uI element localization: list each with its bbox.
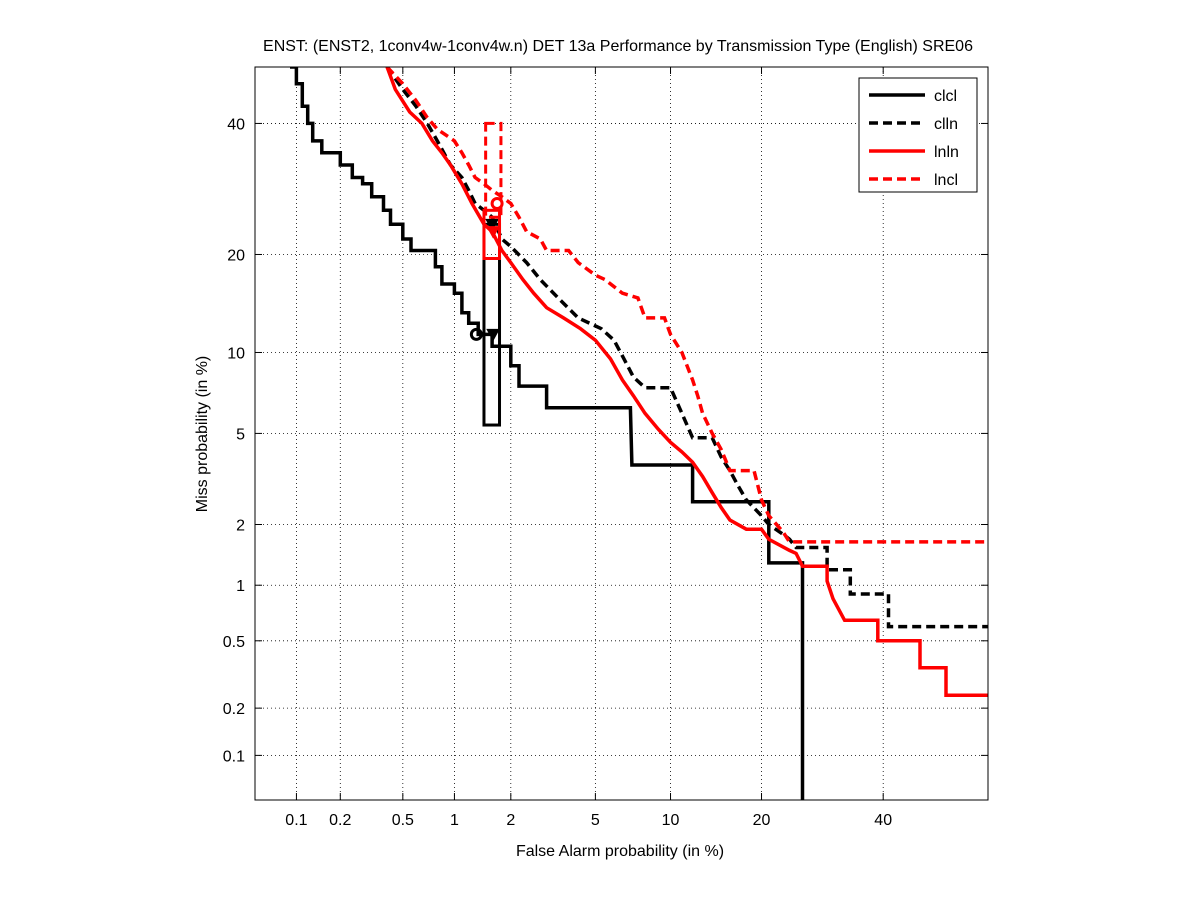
x-tick-label: 2 xyxy=(506,812,515,829)
x-tick-label: 40 xyxy=(874,812,892,829)
y-tick-label: 1 xyxy=(236,578,245,595)
series-lnln-confidence-box xyxy=(482,208,502,260)
y-axis-ticks: 0.1 0.2 0.5 1 2 5 10 20 40 xyxy=(223,116,988,765)
legend: clcl clln lnln lncl xyxy=(858,77,978,193)
series-clcl-circle-marker xyxy=(469,327,483,341)
x-tick-label: 5 xyxy=(591,812,600,829)
y-tick-label: 10 xyxy=(227,345,245,362)
x-tick-label: 10 xyxy=(662,812,680,829)
series-lncl-line xyxy=(385,67,988,544)
x-tick-label: 0.5 xyxy=(392,812,414,829)
x-tick-label: 1 xyxy=(450,812,459,829)
series-clln-line xyxy=(385,67,988,629)
y-tick-label: 0.2 xyxy=(223,701,245,718)
x-tick-label: 20 xyxy=(753,812,771,829)
det-curves xyxy=(290,67,988,800)
legend-label-clln: clln xyxy=(934,116,958,133)
series-clcl-triangle-marker xyxy=(486,328,500,342)
series-clcl-line xyxy=(290,67,805,800)
x-tick-label: 0.2 xyxy=(329,812,351,829)
legend-box xyxy=(858,77,978,193)
legend-label-lncl: lncl xyxy=(934,172,958,189)
y-tick-label: 40 xyxy=(227,116,245,133)
series-lnln-line xyxy=(385,67,988,697)
x-axis-label: False Alarm probability (in %) xyxy=(516,843,724,860)
series-lncl-confidence-box xyxy=(484,121,503,219)
y-tick-label: 0.1 xyxy=(223,748,245,765)
y-tick-label: 2 xyxy=(236,517,245,534)
legend-label-clcl: clcl xyxy=(934,88,957,105)
y-tick-label: 0.5 xyxy=(223,634,245,651)
y-axis-label: Miss probability (in %) xyxy=(194,356,211,512)
legend-label-lnln: lnln xyxy=(934,144,959,161)
x-axis-ticks: 0.1 0.2 0.5 1 2 5 10 20 40 xyxy=(285,67,892,829)
y-tick-label: 20 xyxy=(227,247,245,264)
x-tick-label: 0.1 xyxy=(285,812,307,829)
series-lnln-circle-marker xyxy=(490,197,504,211)
series-clln-triangle-marker xyxy=(485,218,499,232)
y-tick-label: 5 xyxy=(236,426,245,443)
series-lnln-triangle-marker xyxy=(486,226,500,239)
chart-title: ENST: (ENST2, 1conv4w-1conv4w.n) DET 13a… xyxy=(263,38,973,55)
